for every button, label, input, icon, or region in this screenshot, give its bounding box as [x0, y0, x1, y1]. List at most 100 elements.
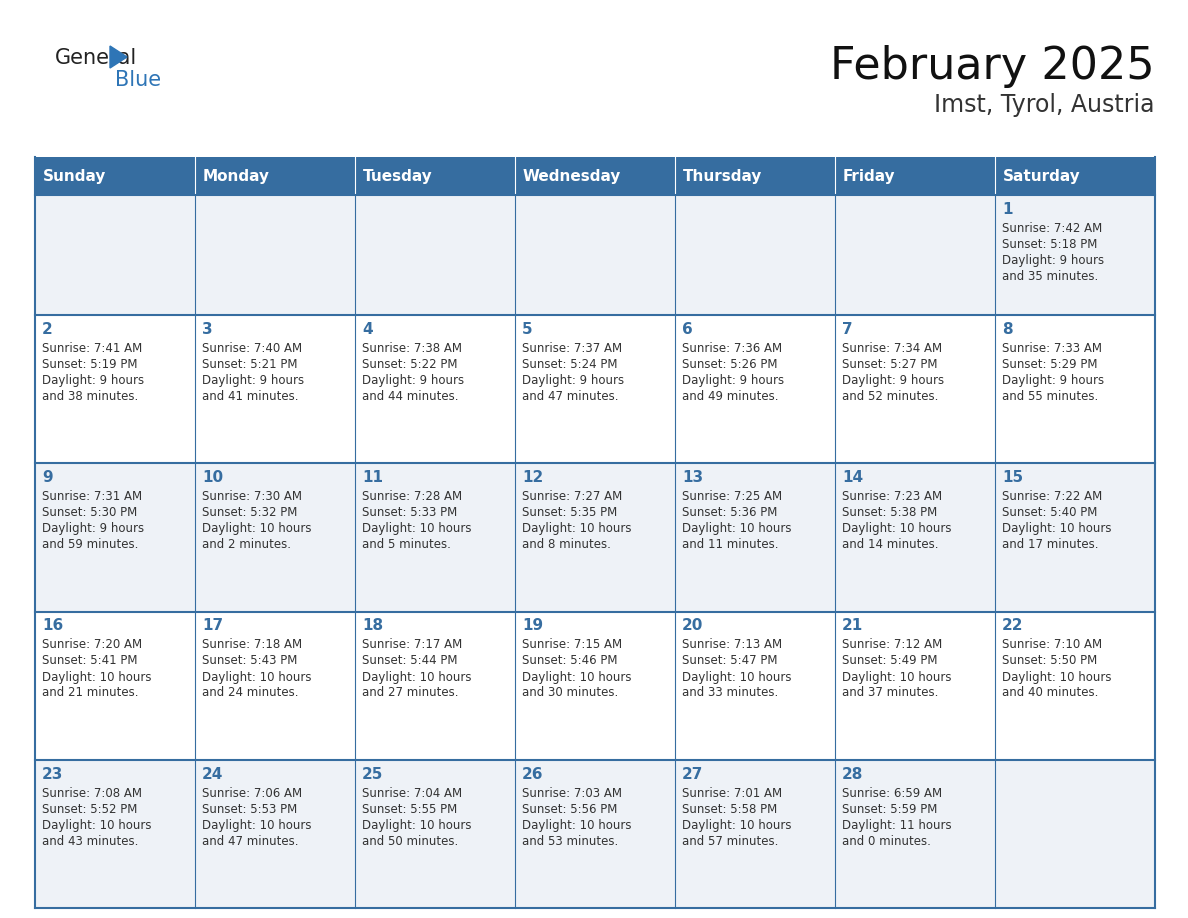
- Text: Sunrise: 7:41 AM: Sunrise: 7:41 AM: [42, 342, 143, 355]
- Text: Daylight: 10 hours: Daylight: 10 hours: [42, 819, 152, 832]
- Text: Daylight: 9 hours: Daylight: 9 hours: [42, 522, 144, 535]
- Text: 8: 8: [1001, 322, 1012, 337]
- Text: and 17 minutes.: and 17 minutes.: [1001, 538, 1099, 551]
- Text: Sunrise: 7:22 AM: Sunrise: 7:22 AM: [1001, 490, 1102, 503]
- Text: Daylight: 9 hours: Daylight: 9 hours: [522, 374, 624, 387]
- Text: and 38 minutes.: and 38 minutes.: [42, 390, 138, 403]
- Bar: [34, 157, 1155, 195]
- Text: Sunset: 5:21 PM: Sunset: 5:21 PM: [202, 358, 297, 371]
- Text: and 47 minutes.: and 47 minutes.: [202, 834, 298, 847]
- Text: Sunset: 5:47 PM: Sunset: 5:47 PM: [682, 655, 777, 667]
- Text: Sunset: 5:30 PM: Sunset: 5:30 PM: [42, 506, 138, 520]
- Bar: [34, 464, 1155, 611]
- Text: Sunset: 5:33 PM: Sunset: 5:33 PM: [362, 506, 457, 520]
- Text: 7: 7: [842, 322, 853, 337]
- Text: Sunrise: 7:30 AM: Sunrise: 7:30 AM: [202, 490, 302, 503]
- Text: 20: 20: [682, 619, 703, 633]
- Text: 15: 15: [1001, 470, 1023, 486]
- Text: Sunset: 5:38 PM: Sunset: 5:38 PM: [842, 506, 937, 520]
- Bar: [34, 195, 1155, 315]
- Text: 18: 18: [362, 619, 383, 633]
- Text: Sunset: 5:19 PM: Sunset: 5:19 PM: [42, 358, 138, 371]
- Text: Daylight: 9 hours: Daylight: 9 hours: [1001, 374, 1104, 387]
- Text: 21: 21: [842, 619, 864, 633]
- Text: Daylight: 10 hours: Daylight: 10 hours: [42, 670, 152, 684]
- Text: 1: 1: [1001, 202, 1012, 217]
- Text: Sunrise: 7:06 AM: Sunrise: 7:06 AM: [202, 787, 302, 800]
- Text: Imst, Tyrol, Austria: Imst, Tyrol, Austria: [935, 93, 1155, 117]
- Text: General: General: [55, 48, 138, 68]
- Text: 12: 12: [522, 470, 543, 486]
- Text: and 30 minutes.: and 30 minutes.: [522, 687, 618, 700]
- Text: 14: 14: [842, 470, 864, 486]
- Text: Daylight: 10 hours: Daylight: 10 hours: [842, 670, 952, 684]
- Text: Sunrise: 7:12 AM: Sunrise: 7:12 AM: [842, 639, 942, 652]
- Text: Daylight: 10 hours: Daylight: 10 hours: [1001, 670, 1112, 684]
- Text: Sunset: 5:43 PM: Sunset: 5:43 PM: [202, 655, 297, 667]
- Text: and 37 minutes.: and 37 minutes.: [842, 687, 939, 700]
- Text: and 40 minutes.: and 40 minutes.: [1001, 687, 1099, 700]
- Text: Daylight: 10 hours: Daylight: 10 hours: [682, 522, 791, 535]
- Text: February 2025: February 2025: [830, 45, 1155, 88]
- Text: and 47 minutes.: and 47 minutes.: [522, 390, 619, 403]
- Text: and 59 minutes.: and 59 minutes.: [42, 538, 138, 551]
- Text: 26: 26: [522, 767, 543, 782]
- Text: Daylight: 10 hours: Daylight: 10 hours: [682, 670, 791, 684]
- Text: 27: 27: [682, 767, 703, 782]
- Text: Sunset: 5:22 PM: Sunset: 5:22 PM: [362, 358, 457, 371]
- Bar: [34, 611, 1155, 760]
- Text: 22: 22: [1001, 619, 1024, 633]
- Text: Sunrise: 7:18 AM: Sunrise: 7:18 AM: [202, 639, 302, 652]
- Text: Sunset: 5:18 PM: Sunset: 5:18 PM: [1001, 238, 1098, 251]
- Text: 19: 19: [522, 619, 543, 633]
- Text: and 55 minutes.: and 55 minutes.: [1001, 390, 1098, 403]
- Text: Sunset: 5:26 PM: Sunset: 5:26 PM: [682, 358, 777, 371]
- Text: Saturday: Saturday: [1003, 169, 1081, 184]
- Text: Sunset: 5:52 PM: Sunset: 5:52 PM: [42, 802, 138, 816]
- Text: Sunrise: 7:25 AM: Sunrise: 7:25 AM: [682, 490, 782, 503]
- Text: Daylight: 10 hours: Daylight: 10 hours: [842, 522, 952, 535]
- Text: Sunset: 5:36 PM: Sunset: 5:36 PM: [682, 506, 777, 520]
- Text: 4: 4: [362, 322, 373, 337]
- Text: Sunrise: 7:01 AM: Sunrise: 7:01 AM: [682, 787, 782, 800]
- Text: Sunset: 5:35 PM: Sunset: 5:35 PM: [522, 506, 618, 520]
- Text: and 52 minutes.: and 52 minutes.: [842, 390, 939, 403]
- Text: Sunset: 5:55 PM: Sunset: 5:55 PM: [362, 802, 457, 816]
- Text: Sunset: 5:32 PM: Sunset: 5:32 PM: [202, 506, 297, 520]
- Text: Sunday: Sunday: [43, 169, 107, 184]
- Text: Sunrise: 7:03 AM: Sunrise: 7:03 AM: [522, 787, 623, 800]
- Text: Wednesday: Wednesday: [523, 169, 621, 184]
- Text: and 50 minutes.: and 50 minutes.: [362, 834, 459, 847]
- Polygon shape: [110, 46, 127, 68]
- Text: Sunrise: 7:15 AM: Sunrise: 7:15 AM: [522, 639, 623, 652]
- Text: and 11 minutes.: and 11 minutes.: [682, 538, 778, 551]
- Text: Sunset: 5:27 PM: Sunset: 5:27 PM: [842, 358, 937, 371]
- Text: Sunset: 5:44 PM: Sunset: 5:44 PM: [362, 655, 457, 667]
- Text: 25: 25: [362, 767, 384, 782]
- Text: Sunset: 5:24 PM: Sunset: 5:24 PM: [522, 358, 618, 371]
- Text: and 5 minutes.: and 5 minutes.: [362, 538, 451, 551]
- Text: Sunrise: 7:10 AM: Sunrise: 7:10 AM: [1001, 639, 1102, 652]
- Text: Monday: Monday: [203, 169, 270, 184]
- Text: Sunrise: 7:27 AM: Sunrise: 7:27 AM: [522, 490, 623, 503]
- Text: 6: 6: [682, 322, 693, 337]
- Text: Sunset: 5:59 PM: Sunset: 5:59 PM: [842, 802, 937, 816]
- Text: Sunrise: 7:31 AM: Sunrise: 7:31 AM: [42, 490, 143, 503]
- Text: Sunset: 5:41 PM: Sunset: 5:41 PM: [42, 655, 138, 667]
- Text: Sunrise: 7:28 AM: Sunrise: 7:28 AM: [362, 490, 462, 503]
- Text: 23: 23: [42, 767, 63, 782]
- Text: and 44 minutes.: and 44 minutes.: [362, 390, 459, 403]
- Text: 2: 2: [42, 322, 52, 337]
- Text: Sunrise: 7:17 AM: Sunrise: 7:17 AM: [362, 639, 462, 652]
- Text: Daylight: 10 hours: Daylight: 10 hours: [522, 522, 632, 535]
- Text: Daylight: 9 hours: Daylight: 9 hours: [1001, 254, 1104, 267]
- Text: Daylight: 9 hours: Daylight: 9 hours: [42, 374, 144, 387]
- Text: Sunset: 5:53 PM: Sunset: 5:53 PM: [202, 802, 297, 816]
- Text: Daylight: 9 hours: Daylight: 9 hours: [362, 374, 465, 387]
- Text: Daylight: 10 hours: Daylight: 10 hours: [362, 522, 472, 535]
- Text: 10: 10: [202, 470, 223, 486]
- Text: 13: 13: [682, 470, 703, 486]
- Text: and 57 minutes.: and 57 minutes.: [682, 834, 778, 847]
- Text: 3: 3: [202, 322, 213, 337]
- Text: and 0 minutes.: and 0 minutes.: [842, 834, 931, 847]
